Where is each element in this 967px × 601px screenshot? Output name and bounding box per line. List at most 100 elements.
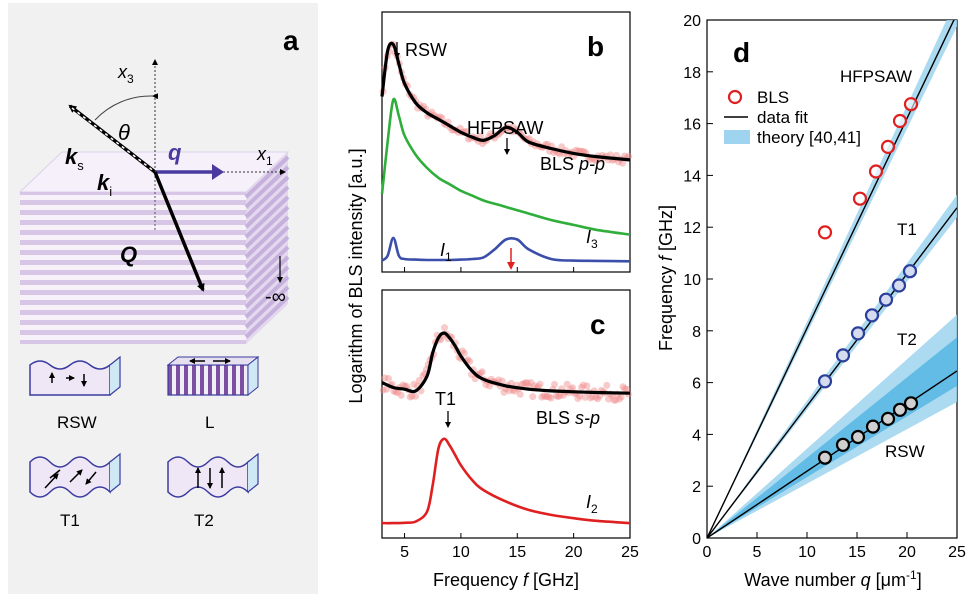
data-point-t1	[864, 308, 880, 323]
data-point-rsw	[903, 396, 919, 411]
bls-sp-data-point	[419, 372, 427, 380]
theta-label: θ	[118, 120, 130, 145]
panel-c-series-bls-s-p	[381, 331, 631, 395]
data-point-hfpsaw	[852, 191, 868, 206]
layered-block	[18, 151, 290, 344]
bls-pp-data-point	[619, 159, 627, 167]
block-front-face	[20, 192, 246, 344]
bls-sp-data-point	[605, 395, 613, 403]
panel-d-legend: BLS data fit theory [40,41]	[724, 88, 861, 147]
data-point-rsw	[817, 450, 833, 465]
bls-sp-data-point	[569, 384, 576, 392]
panel-d-xtick-label: 5	[753, 544, 762, 561]
panel-c-letter: c	[590, 309, 606, 340]
panel-c-xticks: 5 10 15 20 25	[400, 533, 639, 561]
bls-sp-data-point	[527, 379, 535, 387]
bls-sp-data-point	[466, 358, 474, 365]
bls-sp-data-point	[518, 380, 526, 388]
data-point-rsw	[835, 437, 851, 452]
x3-label: x3	[117, 62, 134, 86]
bls-sp-data-point	[547, 394, 555, 402]
panel-d-marks	[707, 20, 957, 538]
panel-d-ytick-label: 12	[683, 220, 701, 237]
bls-sp-data-point	[459, 347, 466, 355]
panel-b-label-i3: I3	[586, 227, 598, 251]
panel-d-axes: 0 5 10 15 20 25 0 2 4 6 8 10 12 14 16 18 20	[683, 13, 966, 561]
bls-sp-data-point	[596, 392, 604, 400]
bls-sp-data-point	[498, 377, 506, 385]
panel-a-letter: a	[283, 25, 299, 56]
minus-infinity-label: -∞	[265, 286, 286, 308]
bls-sp-data-point	[460, 349, 468, 357]
data-point-rsw	[865, 419, 881, 434]
bls-sp-data-point	[397, 391, 405, 399]
bls-sp-data-point	[556, 392, 564, 400]
data-point-hfpsaw	[892, 113, 908, 129]
theory-band	[707, 194, 957, 538]
data-point-t1	[850, 326, 866, 341]
data-point-t1	[891, 278, 907, 293]
panel-d-ytick-label: 2	[692, 479, 701, 496]
bls-sp-data-point	[578, 384, 585, 391]
bls-sp-data-point	[615, 395, 623, 403]
panel-b-annotation-rsw: RSW	[405, 40, 447, 60]
panel-c-xtick-label: 15	[508, 544, 526, 561]
ki-label: ki	[97, 170, 112, 199]
panel-b-letter: b	[587, 31, 604, 62]
panel-d-ytick-label: 14	[683, 168, 701, 185]
panel-d-xtick-label: 25	[948, 544, 966, 561]
data-point-t1	[835, 348, 851, 363]
bls-sp-data-point	[478, 368, 486, 376]
bls-sp-data-point	[545, 393, 553, 401]
bls-sp-data-point	[581, 393, 589, 401]
data-point-hfpsaw	[868, 164, 884, 179]
bls-sp-data-point	[536, 380, 544, 388]
bls-pp-data-point	[479, 140, 487, 148]
mode-label-rsw: RSW	[57, 413, 97, 432]
panel-c-series-i2	[381, 437, 631, 525]
mode-label-t2: T2	[194, 511, 214, 530]
bls-sp-data-point	[520, 380, 528, 388]
panel-d-ytick-label: 18	[683, 65, 701, 82]
panel-d-ytick-label: 20	[683, 13, 701, 30]
bls-sp-data-point	[383, 385, 391, 393]
bls-pp-data-point	[592, 157, 600, 165]
panel-bc: Logarithm of BLS intensity [a.u.] b RSW …	[346, 11, 639, 590]
bls-sp-data-point	[412, 392, 420, 400]
panel-d-xlabel: Wave number q [μm-1]	[744, 568, 921, 590]
panel-c-xlabel: Frequency f [GHz]	[433, 570, 579, 590]
bls-sp-data-point	[583, 382, 591, 390]
bls-sp-data-point	[511, 387, 519, 395]
panel-b-red-arrow-head	[507, 262, 515, 270]
bls-sp-data-point	[603, 381, 611, 389]
panel-d-ytick-label: 16	[683, 117, 701, 134]
data-point-rsw	[850, 429, 866, 445]
data-point-t1	[902, 264, 918, 279]
mode-label-l: L	[205, 413, 214, 432]
bls-sp-data-point	[531, 382, 539, 390]
bls-sp-data-point	[441, 324, 448, 332]
mode-icon-t2	[167, 452, 259, 498]
data-point-t1	[878, 292, 894, 307]
bls-sp-data-point	[619, 383, 627, 391]
bls-sp-data-point	[529, 393, 537, 401]
panel-b-series-i1	[381, 236, 631, 263]
bls-sp-data-point	[495, 376, 503, 384]
bls-sp-data-point	[392, 388, 400, 396]
panel-c-label-bls-sp: BLS s-p	[536, 408, 600, 428]
bls-sp-data-point	[522, 379, 530, 387]
bls-sp-data-point	[540, 392, 548, 400]
bls-sp-data-point	[617, 393, 625, 401]
bls-sp-data-point	[592, 393, 600, 401]
mode-label-hfpsaw: HFPSAW	[840, 67, 912, 86]
panel-d-ylabel: Frequency f [GHz]	[656, 205, 676, 351]
legend-label-fit: data fit	[757, 108, 808, 127]
bls-sp-data-point	[552, 392, 560, 400]
mode-icon-t1	[29, 452, 121, 498]
bls-sp-data-point	[486, 382, 493, 390]
bls-sp-data-point	[406, 393, 414, 401]
theory-band	[707, 314, 957, 538]
bls-sp-data-point	[574, 395, 582, 402]
panel-d: 0 5 10 15 20 25 0 2 4 6 8 10 12 14 16 18 20 d Frequency …	[656, 13, 966, 590]
